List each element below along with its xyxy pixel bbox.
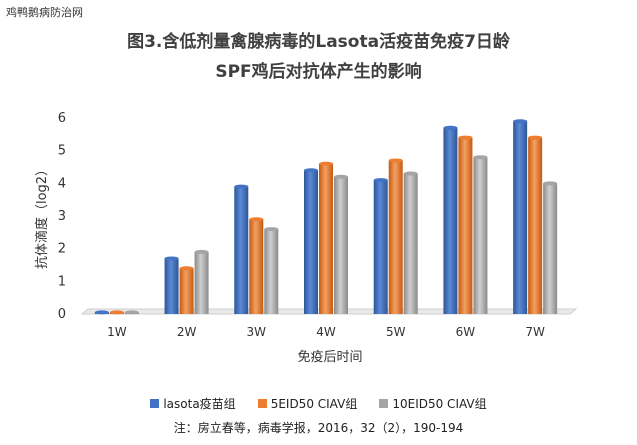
y-tick-label-5: 5: [58, 144, 66, 159]
bar-body-2-4: [403, 173, 418, 314]
x-axis-ticks: 1W 2W 3W 4W 5W 6W 7W: [107, 325, 545, 339]
y-tick-label-2: 2: [58, 242, 66, 257]
bar-cap-2-6: [543, 181, 558, 186]
bar-body-1-2: [249, 219, 264, 314]
x-tick-label-3: 4W: [316, 325, 336, 339]
y-axis-label: 抗体滴度（log2）: [34, 163, 50, 269]
bar-cap-2-1: [194, 249, 209, 254]
bar-cap-0-4: [373, 178, 388, 183]
bar-body-0-1: [164, 258, 179, 314]
bar-cap-1-2: [249, 217, 264, 222]
legend-label-2: 10EID50 CIAV组: [392, 397, 487, 411]
bar-series-1-4W: [319, 161, 333, 314]
bar-cap-2-5: [473, 155, 488, 160]
bar-cap-2-0: [124, 310, 139, 315]
bar-cap-2-2: [264, 227, 279, 232]
bar-body-1-6: [528, 137, 543, 314]
bar-series-0-2W: [164, 256, 179, 314]
bar-cap-0-6: [513, 119, 528, 124]
y-tick-label-1: 1: [58, 274, 66, 289]
bar-series-0-7W: [513, 119, 528, 315]
y-tick-label-3: 3: [58, 209, 66, 224]
legend-item-series-1: 5EID50 CIAV组: [257, 395, 358, 412]
bar-body-1-1: [179, 268, 194, 314]
bar-cap-1-1: [179, 266, 194, 271]
bar-body-0-5: [443, 127, 458, 314]
bar-body-2-3: [334, 176, 348, 314]
bar-cap-0-3: [304, 168, 318, 173]
x-tick-label-0: 1W: [107, 325, 127, 339]
bar-body-1-4: [388, 160, 403, 314]
bar-series-1-2W: [179, 266, 194, 314]
bar-series-1-7W: [528, 135, 543, 314]
bar-series-1-1W: [109, 310, 124, 315]
bar-cap-0-5: [443, 125, 458, 130]
y-tick-label-0: 0: [58, 307, 66, 322]
bar-series-0-4W: [304, 168, 318, 314]
bar-cap-0-1: [164, 256, 179, 261]
bar-series-2-2W: [194, 249, 209, 314]
legend-item-series-0: lasota疫苗组: [150, 395, 236, 412]
bar-series-1-5W: [388, 158, 403, 314]
bar-cap-1-6: [528, 135, 543, 140]
bar-series-0-5W: [373, 178, 388, 314]
legend-swatch-0: [150, 399, 160, 408]
bar-body-1-3: [319, 163, 333, 314]
watermark-text: 鸡鸭鹅病防治网: [6, 6, 83, 19]
chart-title-line-1: 图3.含低剂量禽腺病毒的Lasota活疫苗免疫7日龄: [127, 32, 510, 52]
bar-series-0-3W: [234, 184, 249, 314]
x-tick-label-5: 6W: [456, 325, 476, 339]
bar-series-2-3W: [264, 227, 279, 314]
bars-group: [94, 119, 558, 315]
bar-body-0-3: [304, 170, 318, 314]
x-tick-label-2: 3W: [247, 325, 267, 339]
bar-series-2-6W: [473, 155, 488, 314]
bar-body-2-5: [473, 157, 488, 314]
chart-title-line-2: SPF鸡后对抗体产生的影响: [215, 62, 422, 82]
bar-body-0-2: [234, 186, 249, 314]
legend-item-series-2: 10EID50 CIAV组: [379, 395, 487, 412]
citation-note: 注：房立春等，病毒学报，2016，32（2），190-194: [173, 421, 464, 435]
bar-body-1-5: [458, 137, 473, 314]
bar-cap-2-4: [403, 171, 418, 176]
y-tick-label-4: 4: [58, 176, 66, 191]
bar-series-2-5W: [403, 171, 418, 314]
bar-body-0-6: [513, 121, 528, 315]
bar-series-2-4W: [334, 174, 348, 314]
legend-label-0: lasota疫苗组: [163, 397, 236, 411]
bar-body-2-6: [543, 183, 558, 314]
bar-cap-2-3: [334, 174, 348, 179]
legend-label-1: 5EID50 CIAV组: [270, 397, 358, 411]
legend-swatch-1: [257, 399, 267, 408]
bar-cap-0-2: [234, 184, 249, 189]
bar-cap-0-0: [94, 310, 109, 315]
bar-series-0-1W: [94, 310, 109, 315]
bar-body-2-1: [194, 251, 209, 314]
bar-cap-1-4: [388, 158, 403, 163]
x-axis-label: 免疫后时间: [297, 349, 362, 365]
legend-swatch-2: [379, 399, 389, 408]
bar-cap-1-0: [109, 310, 124, 315]
bar-series-2-7W: [543, 181, 558, 314]
bar-body-2-2: [264, 229, 279, 314]
legend: lasota疫苗组 5EID50 CIAV组 10EID50 CIAV组: [0, 395, 637, 412]
bar-chart: 0 1 2 3 4 5 6 1W 2W 3W 4W 5W 6W 7W 免疫后时间 抗体滴度（log2）: [34, 111, 578, 365]
bar-cap-1-3: [319, 161, 333, 166]
bar-cap-1-5: [458, 135, 473, 140]
bar-series-1-6W: [458, 135, 473, 314]
bar-series-0-6W: [443, 125, 458, 314]
y-tick-label-6: 6: [58, 111, 66, 126]
bar-body-0-4: [373, 180, 388, 314]
bar-series-1-3W: [249, 217, 264, 314]
x-tick-label-6: 7W: [525, 325, 545, 339]
bar-series-2-1W: [124, 310, 139, 315]
x-tick-label-1: 2W: [177, 325, 197, 339]
x-tick-label-4: 5W: [386, 325, 406, 339]
y-axis-ticks: 0 1 2 3 4 5 6: [58, 111, 66, 322]
